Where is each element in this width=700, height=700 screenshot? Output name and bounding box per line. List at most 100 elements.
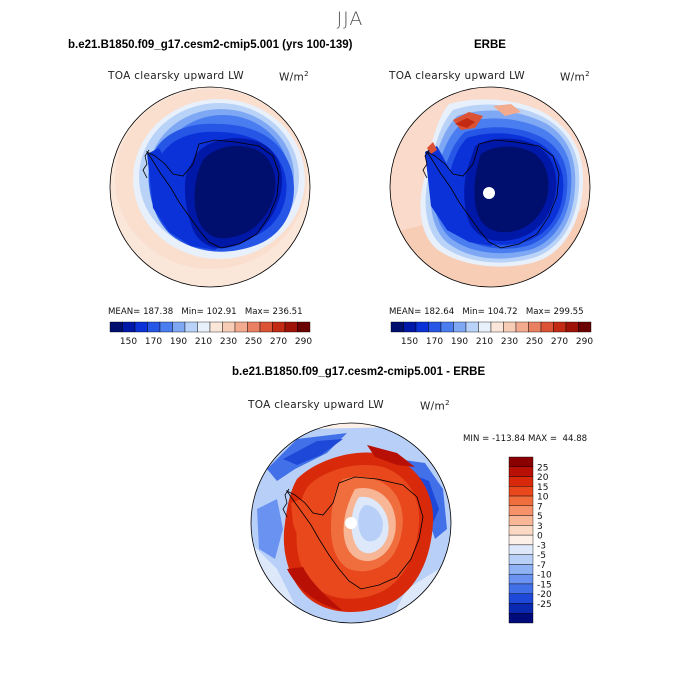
panel-1-colorbar-box [184,321,198,333]
panel-2-pole-hole [483,187,495,199]
panel-2-colorbar-box [565,321,579,333]
panel-1-field-band [194,145,276,239]
panel-2-stats: MEAN= 182.64 Min= 104.72 Max= 299.55 [389,307,584,317]
diff-colorbar-box [508,456,534,467]
panel-1-colorbar-box [172,321,186,333]
panel-2-colorbar-tick: 290 [576,337,593,347]
panel-1-colorbar-box [272,321,286,333]
panel-2-colorbar-tick: 230 [501,337,518,347]
panel-1-colorbar-tick: 170 [145,337,162,347]
diff-field-band [257,499,283,559]
panel-1-colorbar-tick: 250 [245,337,262,347]
diff-coastline [282,488,290,518]
panel-2-field-band [427,142,437,154]
panel-2-colorbar-tick: 170 [426,337,443,347]
diff-colorbar-box [508,534,534,546]
panel-2-field-band [474,146,549,233]
panel-2-colorbar-box [453,321,467,333]
diff-colorbar-box [508,486,534,497]
diff-colorbar-tick: -7 [537,561,546,571]
panel-2-coastline [425,139,560,249]
panel-1-colorbar-box [284,321,298,333]
panel-2-colorbar-tick: 250 [526,337,543,347]
diff-colorbar-box [508,544,534,555]
panel-2-field-band [455,118,475,128]
panel-2-colorbar-box [465,321,479,333]
diff-colorbar-box [508,505,534,516]
panel-1-stats: MEAN= 187.38 Min= 102.91 Max= 236.51 [108,307,303,317]
panel-1-map-border [109,86,311,288]
panel-2-colorbar-box [428,321,442,333]
diff-colorbar-tick: 20 [537,473,549,483]
diff-field-band [287,567,343,611]
diff-panel-units: W/m2 [420,399,450,413]
diff-colorbar-tick: -20 [537,590,552,600]
panel-2-colorbar-box [415,321,429,333]
panel-1-colorbar-box [297,321,311,333]
panel-2-colorbar-box [490,321,504,333]
panel-2-colorbar-box [403,321,417,333]
panel-2-colorbar-box [553,321,567,333]
season-title: JJA [336,8,364,30]
panel-1-colorbar-tick: 150 [120,337,137,347]
panel-2-colorbar-box [515,321,529,333]
diff-colorbar-tick: -5 [537,551,546,561]
diff-colorbar-box [508,593,534,604]
diff-colorbar-box [508,573,534,585]
diff-colorbar-tick: -15 [537,580,552,590]
panel-1-colorbar-box [247,321,261,333]
diff-colorbar-tick: 5 [537,512,543,522]
diff-panel-minmax: MIN = -113.84 MAX = 44.88 [463,434,588,444]
panel-1-colorbar-box [122,321,136,333]
panel-1-coastline [145,139,280,249]
panel-1-colorbar-tick: 190 [170,337,187,347]
diff-colorbar-box [508,603,534,614]
diff-colorbar-tick: 15 [537,483,548,493]
panel-1-colorbar-box [197,321,211,333]
panel-1-colorbar: 150 170 190 210 230 250 270 290 [109,321,312,347]
panel-2-colorbar-box [440,321,454,333]
panel-1-colorbar-box [209,321,223,333]
diff-coastline [285,476,424,590]
panel-2-peninsula [425,146,499,246]
panel-2-field-band [493,104,521,116]
diff-colorbar-box [508,564,534,575]
diff-field-band [283,439,343,465]
panel-1-colorbar-box [159,321,173,333]
diff-colorbar-box [508,476,534,487]
panel-2-colorbar-box [528,321,542,333]
panel-2-colorbar-box [390,321,404,333]
panel-2-colorbar-tick: 190 [451,337,468,347]
panel-2-variable: TOA clearsky upward LW [389,70,525,82]
panel-1-colorbar-tick: 230 [220,337,237,347]
panel-1-colorbar-box [147,321,161,333]
panel-1-colorbar-box [222,321,236,333]
diff-colorbar-tick: 25 [537,463,548,473]
diff-field-band [358,505,383,542]
diff-colorbar-tick: -3 [537,541,546,551]
panel-1-colorbar-tick: 270 [270,337,287,347]
panel-1-colorbar-box [234,321,248,333]
diff-colorbar-tick: -10 [537,571,552,581]
panel-2-colorbar-tick: 150 [401,337,418,347]
diff-colorbar-box [508,613,534,624]
diff-colorbar-tick: 10 [537,493,549,503]
diff-colorbar-box [508,466,534,477]
diff-peninsula [291,497,339,581]
panel-2-colorbar-tick: 210 [476,337,493,347]
panel-2-units: W/m2 [560,70,590,84]
panel-1-colorbar-box [134,321,148,333]
panel-1-coastline [142,149,150,179]
diff-colorbar-tick: 0 [537,532,543,542]
panel-2-colorbar: 150 170 190 210 230 250 270 290 [390,321,593,347]
diff-field-band [367,445,415,467]
diff-map-border [250,422,452,624]
diff-colorbar-box [508,583,534,594]
panel-2-colorbar-box [503,321,517,333]
panel-1-colorbar-box [109,321,123,333]
panel-2-colorbar-box [540,321,554,333]
panel-2-colorbar-box [578,321,592,333]
panel-2-colorbar-box [478,321,492,333]
panel-1-units: W/m2 [279,70,309,84]
